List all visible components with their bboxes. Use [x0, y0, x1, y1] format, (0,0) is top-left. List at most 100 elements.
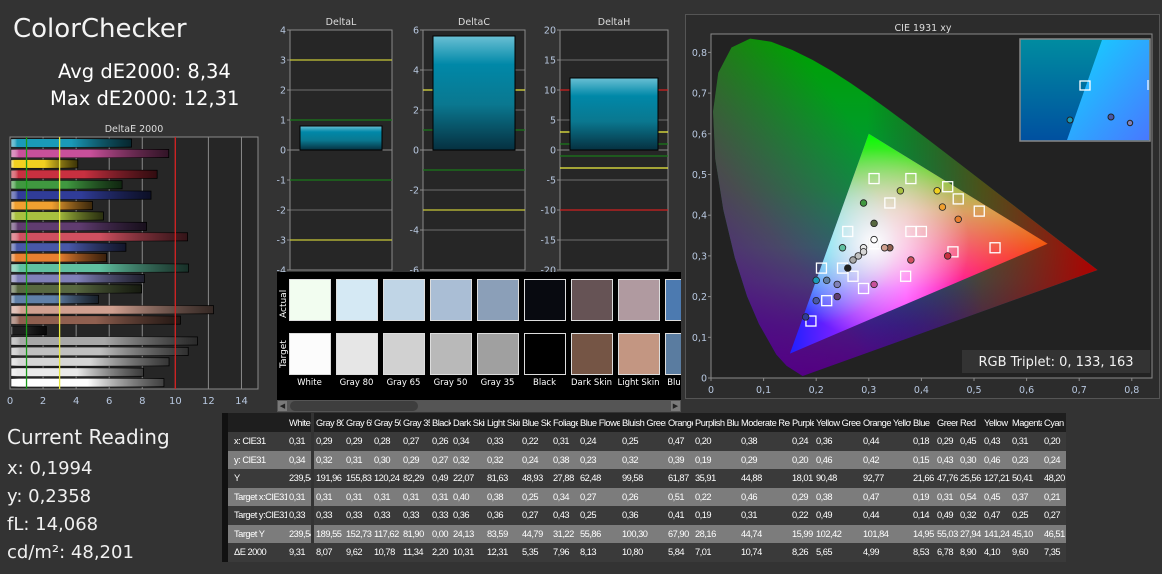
- column-header[interactable]: Light Skin: [485, 413, 520, 432]
- scroll-left-button[interactable]: ◀: [278, 401, 287, 411]
- column-header[interactable]: Gray 80: [314, 413, 344, 432]
- table-cell: 0,20: [693, 432, 739, 451]
- bar-shade: [11, 211, 104, 221]
- patch-comparison-panel: Actual Target White Gray 80 Gray 65 Gray 50…: [277, 272, 681, 412]
- table-cell: 9,62: [344, 543, 372, 562]
- y-tick-label: 0,5: [692, 170, 707, 181]
- column-header[interactable]: Blue: [911, 413, 935, 432]
- measured-point-light-skin: [880, 244, 889, 252]
- table-cell: 10,31: [451, 543, 485, 562]
- table-cell: 0,33: [430, 506, 451, 525]
- table-cell: 4,99: [861, 543, 911, 562]
- x-tick-label: 0,8: [1124, 385, 1139, 396]
- bar-shade: [11, 191, 152, 200]
- column-header[interactable]: Cyan: [1042, 413, 1066, 432]
- target-point-purple: [857, 282, 870, 295]
- column-header[interactable]: Gray 35: [401, 413, 430, 432]
- table-cell: 0,25: [578, 506, 620, 525]
- bar-shade: [11, 201, 93, 210]
- patch-scrollbar[interactable]: ◀ ▶: [277, 400, 681, 412]
- target-patch-gray-50[interactable]: [430, 333, 472, 375]
- target-patch-black[interactable]: [524, 333, 566, 375]
- actual-patch-gray-80[interactable]: [336, 279, 378, 321]
- column-header[interactable]: Gray 50: [372, 413, 401, 432]
- table-cell: 0,31: [430, 487, 451, 506]
- x-tick-label: 12: [202, 396, 215, 407]
- column-header[interactable]: Gray 65: [344, 413, 372, 432]
- bar-shade: [11, 284, 142, 293]
- actual-patch-blue-sky[interactable]: [665, 279, 681, 321]
- y-tick-label: -4: [410, 226, 419, 237]
- scroll-thumb[interactable]: [290, 401, 418, 411]
- column-header[interactable]: Blue Sky: [520, 413, 551, 432]
- column-header[interactable]: Dark Skin: [451, 413, 485, 432]
- column-header[interactable]: Blue Flower: [578, 413, 620, 432]
- bar-shade: [11, 378, 164, 387]
- table-cell: 44,79: [520, 524, 551, 543]
- y-tick-label: -2: [410, 186, 419, 197]
- column-header[interactable]: Orange: [666, 413, 693, 432]
- actual-patch-black[interactable]: [524, 279, 566, 321]
- table-cell: 0,28: [372, 432, 401, 451]
- column-header[interactable]: Magenta: [1010, 413, 1042, 432]
- bar-shade: [11, 180, 123, 189]
- measured-point-blue: [801, 313, 810, 321]
- target-point-orange-yellow: [952, 193, 964, 205]
- table-cell: 15,99: [790, 524, 814, 543]
- current-cdm2: cd/m²: 48,201: [7, 542, 134, 563]
- table-cell: 0,38: [814, 487, 861, 506]
- column-header[interactable]: Moderate Red: [739, 413, 790, 432]
- column-header[interactable]: Bluish Green: [620, 413, 666, 432]
- table-cell: 47,76: [935, 469, 958, 488]
- measured-point-moderate-red: [907, 256, 915, 264]
- actual-patch-gray-35[interactable]: [477, 279, 519, 321]
- table-cell: 0,22: [520, 432, 551, 451]
- table-cell: 0,36: [451, 506, 485, 525]
- table-cell: 239,54: [287, 524, 314, 543]
- target-patch-gray-80[interactable]: [336, 333, 378, 375]
- table-cell: 5,65: [814, 543, 861, 562]
- column-header[interactable]: Orange Yellow: [861, 413, 911, 432]
- target-patch-gray-35[interactable]: [477, 333, 519, 375]
- column-header[interactable]: Green: [935, 413, 958, 432]
- actual-patch-light-skin[interactable]: [618, 279, 660, 321]
- actual-patch-gray-65[interactable]: [383, 279, 425, 321]
- y-tick-label: 3: [280, 56, 286, 67]
- actual-patch-gray-50[interactable]: [430, 279, 472, 321]
- table-cell: 0,46: [814, 450, 861, 469]
- target-patch-white[interactable]: [289, 333, 331, 375]
- table-cell: 0,32: [485, 450, 520, 469]
- target-patch-gray-65[interactable]: [383, 333, 425, 375]
- table-cell: 239,54: [287, 469, 314, 488]
- table-cell: 67,90: [666, 524, 693, 543]
- column-header[interactable]: Yellow Green: [814, 413, 861, 432]
- rgb-triplet-readout: RGB Triplet: 0, 133, 163: [978, 355, 1133, 370]
- table-cell: 120,24: [372, 469, 401, 488]
- table-cell: 0,29: [935, 432, 958, 451]
- actual-label: Actual: [279, 289, 289, 318]
- chart-title: DeltaC: [458, 17, 490, 28]
- scroll-right-button[interactable]: ▶: [671, 401, 680, 411]
- table-cell: 24,13: [451, 524, 485, 543]
- column-header[interactable]: Black: [430, 413, 451, 432]
- table-cell: 90,48: [814, 469, 861, 488]
- column-header[interactable]: Red: [958, 413, 982, 432]
- column-header[interactable]: Purple: [790, 413, 814, 432]
- zoom-inset-gamut: [1067, 40, 1149, 140]
- column-header[interactable]: Yellow: [982, 413, 1010, 432]
- table-row: Y 239,54 191,96 155,83 120,24 82,29 0,49 22,07 8…: [222, 469, 1066, 488]
- actual-patch-white[interactable]: [289, 279, 331, 321]
- y-tick-label: 4: [280, 26, 286, 37]
- table-cell: 22,07: [451, 469, 485, 488]
- target-patch-blue-sky[interactable]: [665, 333, 681, 375]
- column-header[interactable]: Purplish Blue: [693, 413, 739, 432]
- actual-patch-dark-skin[interactable]: [571, 279, 613, 321]
- column-header[interactable]: White: [287, 413, 314, 432]
- target-patch-dark-skin[interactable]: [571, 333, 613, 375]
- table-cell: 0,27: [430, 450, 451, 469]
- row-header: ΔE 2000: [222, 543, 287, 562]
- bar-shade: [11, 368, 144, 377]
- target-patch-light-skin[interactable]: [618, 333, 660, 375]
- table-cell: 0,31: [287, 487, 314, 506]
- column-header[interactable]: Foliage: [551, 413, 578, 432]
